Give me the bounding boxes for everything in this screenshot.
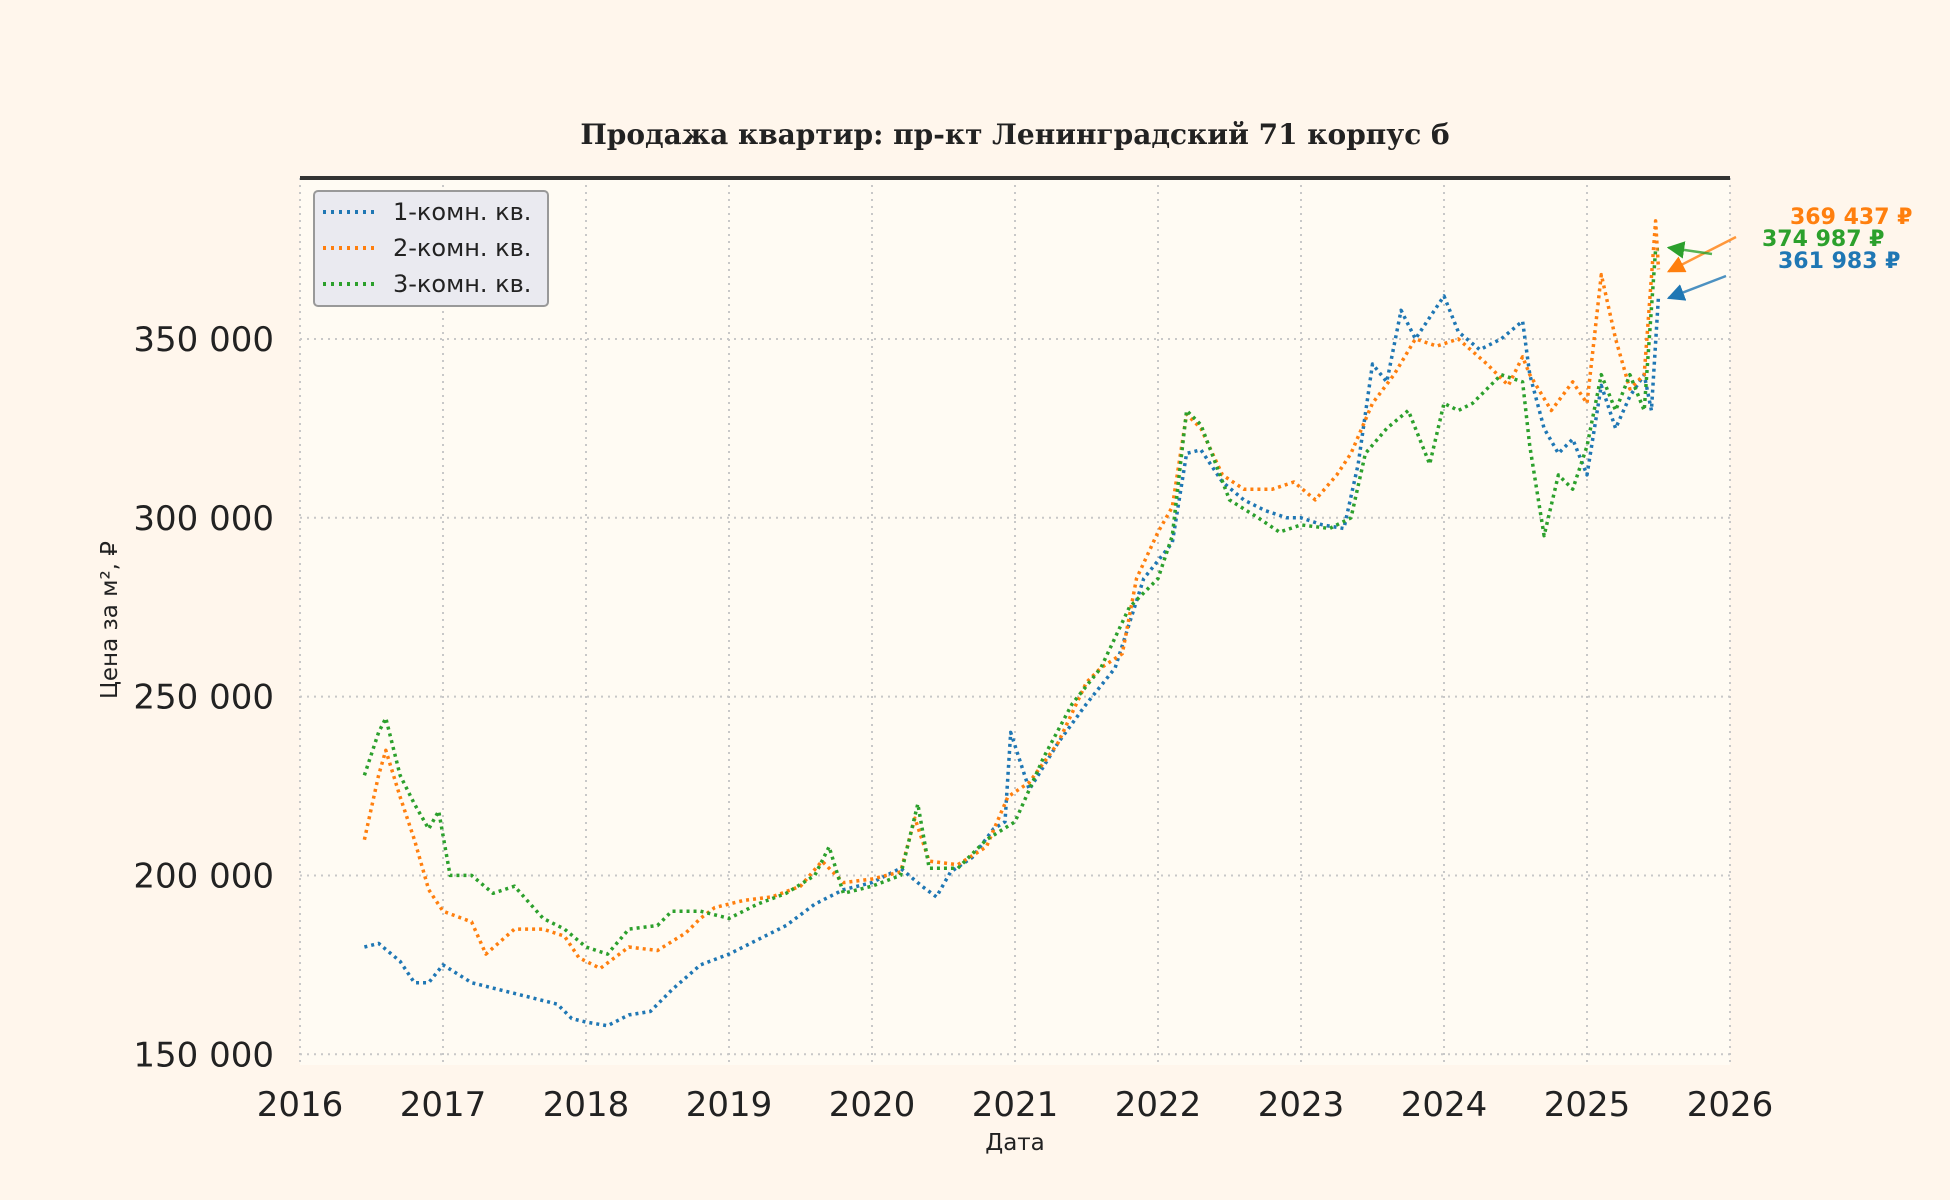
legend-label: 1-комн. кв. xyxy=(393,198,531,226)
x-tick-label: 2023 xyxy=(1258,1085,1345,1125)
series-line-1 xyxy=(363,294,1661,1028)
annotation-arrow xyxy=(1666,241,1713,259)
x-tick-label: 2019 xyxy=(686,1085,773,1125)
x-tick-label: 2017 xyxy=(400,1085,487,1125)
legend: 1-комн. кв. 2-комн. кв. 3-комн. кв. xyxy=(313,190,549,307)
y-axis-label: Цена за м², ₽ xyxy=(97,541,123,699)
x-tick-label: 2026 xyxy=(1687,1085,1774,1125)
y-tick-label: 300 000 xyxy=(133,499,274,539)
annotation-arrow xyxy=(1666,235,1737,273)
y-tick-label: 350 000 xyxy=(133,320,274,360)
x-tick-label: 2016 xyxy=(257,1085,344,1125)
y-tick-label: 200 000 xyxy=(133,856,274,896)
y-tick-label: 150 000 xyxy=(133,1035,274,1075)
annotation-label: 361 983 ₽ xyxy=(1778,249,1900,274)
x-tick-label: 2018 xyxy=(543,1085,630,1125)
annotation-arrow xyxy=(1666,274,1727,301)
y-tick-label: 250 000 xyxy=(133,678,274,718)
annotation-label: 374 987 ₽ xyxy=(1762,227,1884,252)
legend-box xyxy=(313,190,549,307)
x-tick-label: 2025 xyxy=(1544,1085,1631,1125)
series-line-2 xyxy=(362,219,1661,971)
legend-label: 3-комн. кв. xyxy=(393,270,531,298)
legend-label: 2-комн. кв. xyxy=(393,234,531,262)
annotation-label: 369 437 ₽ xyxy=(1790,205,1912,230)
x-axis-label: Дата xyxy=(985,1130,1045,1156)
x-tick-label: 2024 xyxy=(1401,1085,1488,1125)
x-tick-label: 2022 xyxy=(1115,1085,1202,1125)
plot-area: 2016 2017 2018 2019 2020 2021 2022 2023 2024 2025… xyxy=(133,176,1912,1125)
x-tick-label: 2021 xyxy=(972,1085,1059,1125)
x-tick-label: 2020 xyxy=(829,1085,916,1125)
chart-title: Продажа квартир: пр-кт Ленинградский 71 … xyxy=(580,118,1449,151)
